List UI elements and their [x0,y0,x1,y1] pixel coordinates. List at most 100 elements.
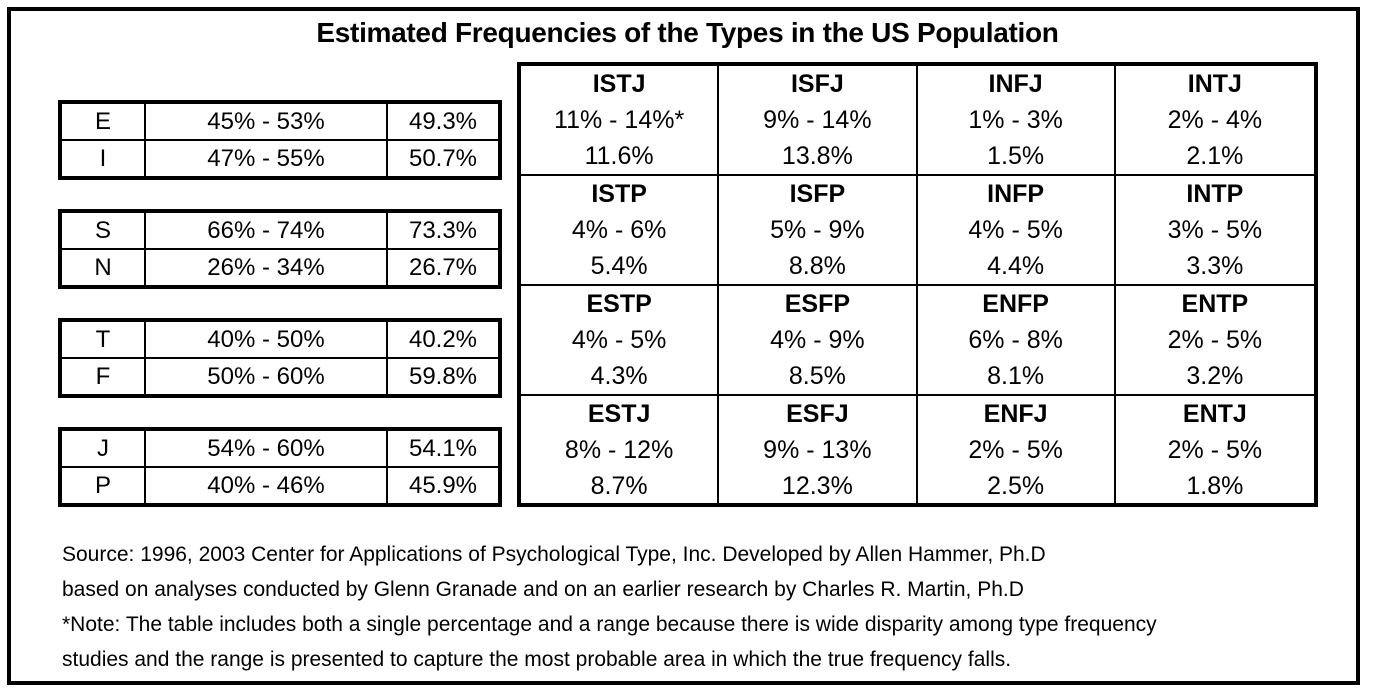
type-cell-enfp: ENFP 6% - 8% 8.1% [917,286,1116,396]
type-percent: 8.5% [788,362,846,390]
type-name: ISFP [789,180,846,208]
type-range: 4% - 5% [571,326,667,354]
letter-cell: S [59,210,146,250]
percent-cell: 59.8% [386,357,501,397]
table-row: I 47% - 55% 50.7% [59,139,501,179]
dichotomy-table-sn: S 66% - 74% 73.3% N 26% - 34% 26.7% [58,209,502,289]
type-range: 2% - 5% [1167,436,1263,464]
dichotomy-table-jp: J 54% - 60% 54.1% P 40% - 46% 45.9% [58,427,502,507]
range-cell: 66% - 74% [144,210,388,250]
type-percent: 2.5% [987,472,1045,500]
percent-cell: 40.2% [386,319,501,359]
type-cell-esfp: ESFP 4% - 9% 8.5% [719,286,918,396]
table-row: T 40% - 50% 40.2% [59,319,501,359]
type-range: 5% - 9% [770,216,865,244]
type-percent: 11.6% [584,142,654,170]
percent-cell: 26.7% [386,248,501,288]
type-cell-enfj: ENFJ 2% - 5% 2.5% [918,396,1116,504]
source-line-1: Source: 1996, 2003 Center for Applicatio… [62,543,1046,566]
type-range: 11% - 14%* [554,106,685,134]
range-cell: 54% - 60% [144,428,388,468]
type-range: 9% - 13% [763,436,872,464]
type-cell-infj: INFJ 1% - 3% 1.5% [917,66,1116,176]
type-cell-intp: INTP 3% - 5% 3.3% [1115,176,1314,286]
type-name: ENFP [982,290,1049,318]
type-frequency-grid: ISTJ 11% - 14%* 11.6% ISFJ 9% - 14% 13.8… [517,62,1318,507]
type-name: ESFJ [786,400,849,428]
type-percent: 3.3% [1186,252,1244,280]
footer-notes: Source: 1996, 2003 Center for Applicatio… [62,537,1157,677]
type-name: ESFP [784,290,851,318]
type-percent: 4.4% [987,252,1045,280]
type-percent: 8.1% [987,362,1045,390]
type-percent: 3.2% [1186,362,1244,390]
type-range: 6% - 8% [968,326,1063,354]
percent-cell: 54.1% [386,428,501,468]
table-row: P 40% - 46% 45.9% [59,466,501,506]
range-cell: 40% - 46% [144,466,388,506]
percent-cell: 73.3% [386,210,501,250]
type-range: 3% - 5% [1167,216,1263,244]
type-name: INFJ [988,70,1043,98]
type-name: ENFJ [983,400,1048,428]
letter-cell: P [59,466,146,506]
type-cell-isfj: ISFJ 9% - 14% 13.8% [719,66,918,176]
table-row: E 45% - 53% 49.3% [59,101,501,141]
type-percent: 12.3% [781,472,853,500]
letter-cell: N [59,248,146,288]
type-range: 4% - 6% [571,216,667,244]
range-cell: 45% - 53% [144,101,388,141]
letter-cell: E [59,101,146,141]
type-range: 9% - 14% [763,106,872,134]
type-cell-entj: ENTJ 2% - 5% 1.8% [1116,396,1314,504]
dichotomy-table-tf: T 40% - 50% 40.2% F 50% - 60% 59.8% [58,318,502,398]
table-row: F 50% - 60% 59.8% [59,357,501,397]
type-name: ESTJ [587,400,651,428]
type-percent: 8.7% [590,472,648,500]
type-name: ISFJ [790,70,844,98]
table-row: S 66% - 74% 73.3% [59,210,501,250]
letter-cell: J [59,428,146,468]
type-range: 8% - 12% [564,436,674,464]
type-name: ENTJ [1182,400,1247,428]
type-name: INTJ [1187,70,1242,98]
type-cell-istp: ISTP 4% - 6% 5.4% [521,176,720,286]
page-title: Estimated Frequencies of the Types in th… [316,17,1059,48]
type-range: 1% - 3% [968,106,1063,134]
range-cell: 40% - 50% [144,319,388,359]
note-line-2: studies and the range is presented to ca… [62,648,1012,671]
percent-cell: 45.9% [386,466,501,506]
range-cell: 26% - 34% [144,248,388,288]
type-name: ISTP [591,180,647,208]
type-percent: 2.1% [1186,142,1244,170]
type-percent: 4.3% [590,362,648,390]
letter-cell: T [59,319,146,359]
type-percent: 1.5% [987,142,1045,170]
type-percent: 1.8% [1186,472,1244,500]
table-row: J 54% - 60% 54.1% [59,428,501,468]
letter-cell: I [59,139,146,179]
table-row: N 26% - 34% 26.7% [59,248,501,288]
type-range: 2% - 5% [968,436,1063,464]
type-cell-estp: ESTP 4% - 5% 4.3% [521,286,720,396]
type-cell-intj: INTJ 2% - 4% 2.1% [1115,66,1314,176]
type-name: ENTP [1181,290,1249,318]
type-name: INFP [987,180,1045,208]
type-percent: 5.4% [590,252,648,280]
type-range: 2% - 5% [1167,326,1263,354]
range-cell: 47% - 55% [144,139,388,179]
range-cell: 50% - 60% [144,357,388,397]
type-cell-istj: ISTJ 11% - 14%* 11.6% [521,66,720,176]
dichotomy-table-ei: E 45% - 53% 49.3% I 47% - 55% 50.7% [58,100,502,180]
type-range: 4% - 9% [770,326,865,354]
source-line-2: based on analyses conducted by Glenn Gra… [62,578,1024,601]
percent-cell: 49.3% [386,101,501,141]
type-range: 2% - 4% [1167,106,1263,134]
type-cell-entp: ENTP 2% - 5% 3.2% [1115,286,1314,396]
note-line-1: *Note: The table includes both a single … [62,613,1157,636]
type-percent: 8.8% [788,252,846,280]
type-cell-infp: INFP 4% - 5% 4.4% [917,176,1116,286]
type-name: ESTP [586,290,652,318]
percent-cell: 50.7% [386,139,501,179]
